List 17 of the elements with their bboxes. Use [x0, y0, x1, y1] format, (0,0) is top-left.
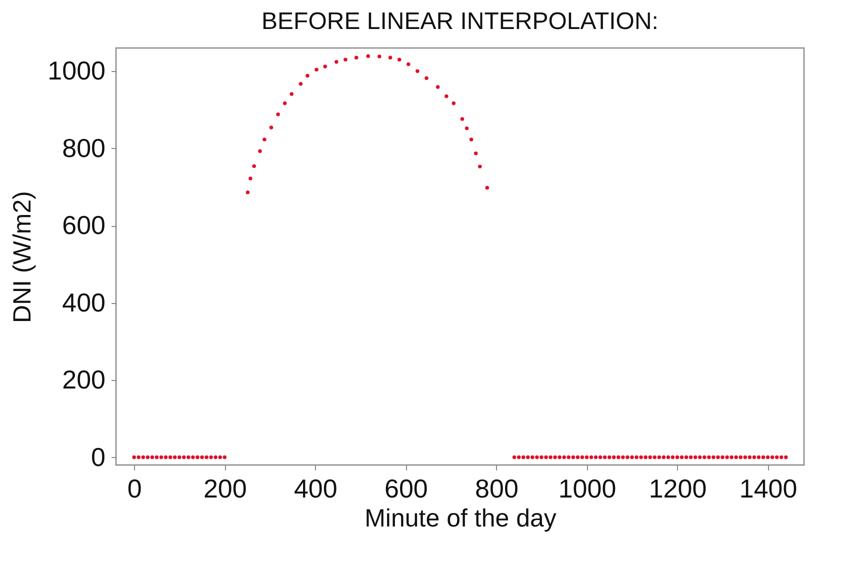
x-tick-label: 1000 [558, 474, 616, 504]
x-tick-label: 200 [203, 474, 247, 504]
x-tick-label: 0 [127, 474, 142, 504]
y-tick-label: 600 [62, 210, 106, 240]
x-tick-label: 600 [384, 474, 428, 504]
y-tick-label: 400 [62, 287, 106, 318]
x-axis-title: Minute of the day [364, 504, 557, 532]
y-tick-label: 0 [91, 442, 106, 472]
y-tick-label: 200 [62, 364, 106, 395]
x-tick-label: 1400 [739, 474, 798, 504]
x-tick-label: 1200 [648, 474, 707, 504]
y-tick-label: 1000 [48, 56, 106, 86]
x-tick-label: 400 [294, 474, 338, 504]
y-axis-title: DNI (W/m2) [8, 191, 37, 323]
x-tick-label: 800 [475, 474, 518, 504]
chart-title: BEFORE LINEAR INTERPOLATION: [262, 8, 658, 35]
y-tick-label: 800 [62, 132, 106, 163]
